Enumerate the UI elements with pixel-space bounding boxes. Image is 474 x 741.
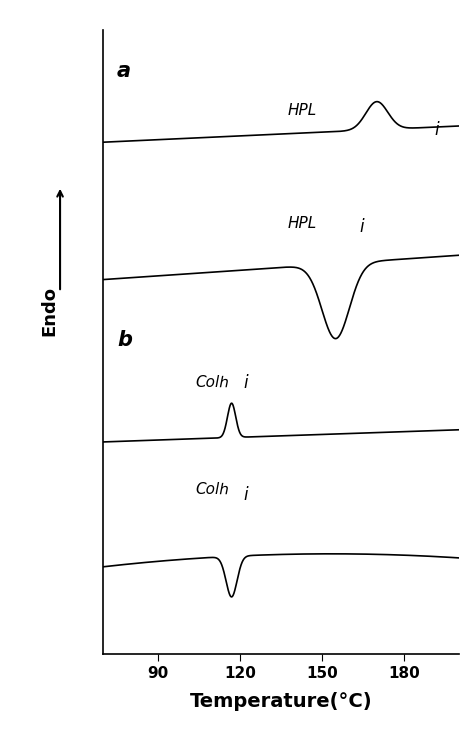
Text: Colℎ: Colℎ — [195, 375, 229, 390]
Text: i: i — [434, 121, 439, 139]
Text: i: i — [359, 218, 364, 236]
Text: HPL: HPL — [287, 216, 317, 231]
Text: i: i — [244, 373, 248, 392]
Text: i: i — [244, 486, 248, 504]
X-axis label: Temperature(°C): Temperature(°C) — [190, 692, 372, 711]
Text: Endo: Endo — [40, 286, 58, 336]
Text: b: b — [117, 330, 132, 350]
Text: a: a — [117, 61, 131, 81]
Text: HPL: HPL — [287, 104, 317, 119]
Text: Colℎ: Colℎ — [195, 482, 229, 496]
